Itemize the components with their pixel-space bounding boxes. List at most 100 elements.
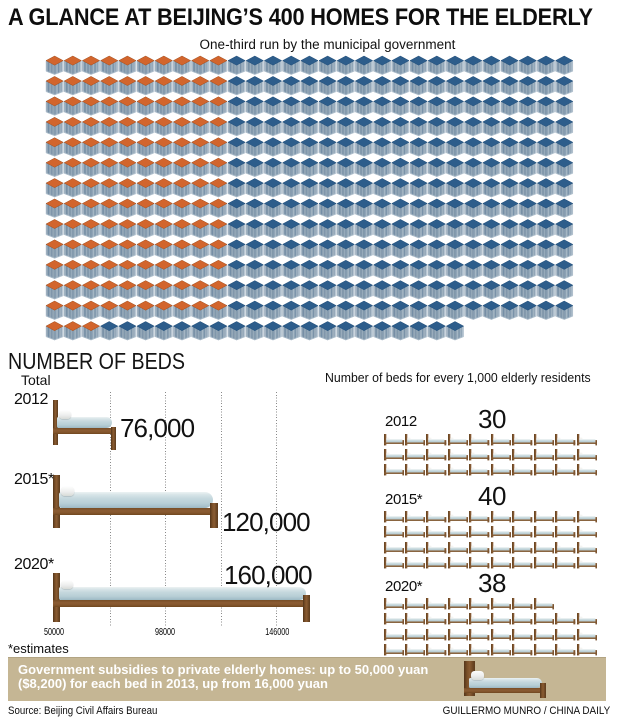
home-icon-municipal — [64, 281, 81, 301]
home-icon-municipal — [46, 199, 63, 219]
home-icon-private — [537, 76, 554, 96]
small-bed-icon — [490, 464, 512, 476]
home-icon-private — [173, 322, 190, 342]
home-icon-private — [355, 219, 372, 239]
small-bed-icon — [490, 511, 512, 523]
small-bed-icon — [576, 644, 597, 656]
home-icon-private — [428, 260, 445, 280]
home-icon-private — [283, 97, 300, 117]
home-icon-municipal — [137, 76, 154, 96]
home-icon-private — [556, 281, 573, 301]
bed-pillow — [470, 671, 484, 680]
home-icon-municipal — [192, 138, 209, 158]
beds-chart-subheading: Total — [21, 372, 51, 388]
bed-pillow — [59, 411, 71, 419]
small-bed-icon — [383, 526, 404, 538]
home-icon-private — [556, 260, 573, 280]
home-icon-municipal — [173, 117, 190, 137]
home-icon-private — [319, 219, 336, 239]
home-icon-private — [355, 240, 372, 259]
home-icon-private — [392, 76, 409, 96]
home-icon-municipal — [64, 56, 81, 76]
home-icon-private — [465, 76, 482, 96]
home-icon-private — [228, 56, 245, 76]
home-icon-private — [501, 219, 518, 239]
home-icon-private — [228, 138, 245, 158]
home-icon-private — [374, 199, 391, 219]
home-icon-private — [392, 56, 409, 76]
bed-footboard — [539, 683, 546, 698]
small-bed-icon — [447, 448, 469, 461]
home-icon-private — [337, 56, 354, 76]
small-bed-icon — [469, 557, 490, 569]
home-icon-private — [301, 219, 318, 239]
home-icon-private — [374, 158, 391, 178]
home-icon-municipal — [46, 117, 63, 137]
home-icon-private — [301, 322, 318, 342]
home-icon-municipal — [155, 56, 172, 76]
home-icon-private — [410, 322, 427, 342]
home-icon-municipal — [210, 97, 227, 117]
home-icon-private — [355, 117, 372, 137]
home-icon-private — [483, 219, 500, 239]
home-icon-private — [246, 281, 263, 301]
home-icon-municipal — [155, 240, 172, 259]
small-bed-icon — [576, 526, 597, 538]
small-bed-icon — [426, 448, 447, 461]
home-icon-municipal — [119, 240, 136, 259]
bed-mattress — [59, 492, 214, 508]
home-icon-municipal — [82, 56, 99, 76]
home-icon-private — [264, 281, 281, 301]
small-bed-icon — [576, 557, 597, 569]
home-icon-municipal — [101, 76, 118, 96]
small-bed-icon — [426, 526, 447, 538]
home-icon-municipal — [119, 97, 136, 117]
home-icon-municipal — [155, 76, 172, 96]
home-icon-private — [228, 97, 245, 117]
small-bed-icon — [533, 511, 554, 523]
home-icon-municipal — [192, 117, 209, 137]
home-icon-private — [501, 158, 518, 178]
home-icon-municipal — [101, 240, 118, 259]
home-icon-private — [392, 260, 409, 280]
home-icon-municipal — [101, 219, 118, 239]
small-bed-icon — [533, 464, 554, 476]
home-icon-private — [246, 138, 263, 158]
home-icon-private — [519, 158, 536, 178]
home-icon-municipal — [137, 158, 154, 178]
home-icon-private — [319, 260, 336, 280]
home-icon-municipal — [64, 219, 81, 239]
home-icon-private — [246, 240, 263, 259]
home-icon-municipal — [46, 281, 63, 301]
home-icon-private — [301, 76, 318, 96]
home-icon-municipal — [155, 219, 172, 239]
home-icon-private — [337, 179, 354, 199]
home-icon-private — [519, 117, 536, 137]
home-icon-municipal — [155, 260, 172, 280]
small-bed-icon — [469, 511, 490, 523]
home-icon-private — [264, 240, 281, 259]
small-bed-icon — [426, 628, 447, 641]
home-icon-private — [392, 240, 409, 259]
home-icon-private — [301, 179, 318, 199]
small-bed-icon — [469, 598, 490, 610]
small-bed-icon — [404, 448, 426, 461]
small-bed-icon — [576, 541, 597, 554]
home-icon-municipal — [210, 219, 227, 239]
small-bed-icon — [383, 613, 404, 625]
home-icon-municipal — [101, 97, 118, 117]
home-icon-municipal — [101, 158, 118, 178]
home-icon-private — [246, 97, 263, 117]
small-bed-icon — [426, 598, 447, 610]
small-bed-icon — [404, 464, 426, 476]
home-icon-private — [519, 179, 536, 199]
home-icon-private — [483, 281, 500, 301]
home-icon-private — [264, 97, 281, 117]
bed-row-year-label: 2015* — [14, 471, 54, 488]
home-icon-private — [246, 117, 263, 137]
home-icon-municipal — [137, 219, 154, 239]
home-icon-municipal — [192, 260, 209, 280]
home-icon-private — [355, 301, 372, 321]
small-bed-icon — [490, 628, 512, 641]
bed-row-value: 76,000 — [120, 413, 195, 443]
